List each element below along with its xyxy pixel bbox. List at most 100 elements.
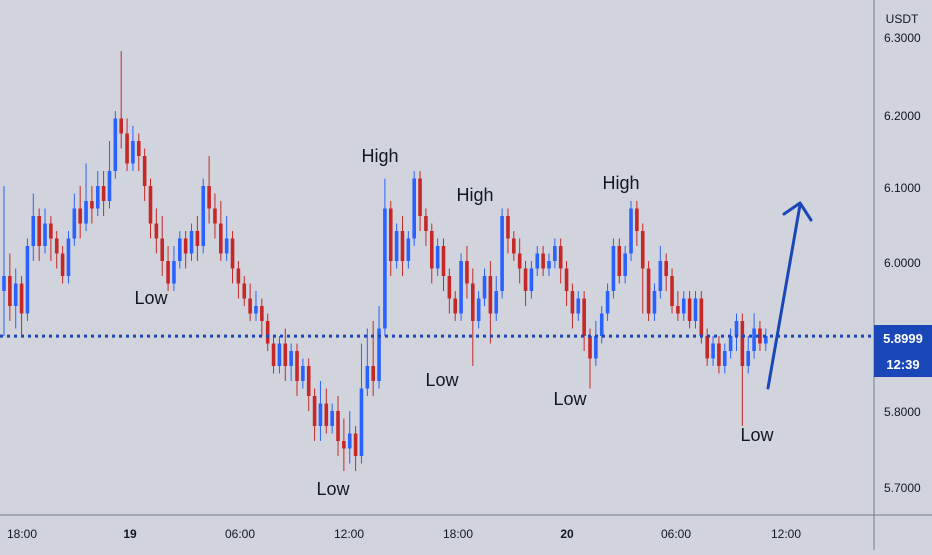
- candle-body: [154, 223, 159, 239]
- candle-body: [142, 156, 147, 186]
- candle-up: [658, 246, 663, 299]
- candle-up: [84, 163, 88, 231]
- time-axis[interactable]: 18:00 19 06:00 12:00 18:00 20 06:00 12:0…: [7, 527, 801, 541]
- candle-body: [529, 268, 534, 291]
- candle-body: [676, 306, 680, 314]
- candle-body: [324, 403, 329, 426]
- candle-down: [19, 276, 24, 336]
- current-price-value: 5.8999: [883, 331, 923, 346]
- candle-down: [512, 231, 516, 261]
- annotation-low-2: Low: [425, 370, 459, 390]
- time-tick-label: 06:00: [661, 527, 691, 541]
- time-tick-label: 12:00: [334, 527, 364, 541]
- price-axis[interactable]: 6.3000 6.2000 6.1000 6.0000 5.8000 5.700…: [884, 31, 921, 495]
- candle-body: [471, 283, 475, 321]
- candle-body: [722, 351, 727, 366]
- candle-body: [60, 253, 65, 276]
- candle-up: [301, 358, 305, 389]
- annotation-high-2: High: [456, 185, 493, 205]
- candle-up: [764, 328, 768, 351]
- candle-up: [201, 178, 206, 254]
- candle-body: [711, 343, 715, 359]
- candles-layer: [2, 51, 768, 471]
- candle-up: [547, 253, 551, 276]
- candle-down: [195, 216, 200, 261]
- candle-down: [506, 208, 510, 254]
- candle-body: [500, 216, 504, 291]
- candle-body: [260, 306, 264, 321]
- candle-body: [629, 208, 633, 254]
- candle-body: [353, 433, 358, 456]
- candle-down: [37, 208, 41, 261]
- candle-body: [49, 223, 53, 239]
- candle-down: [142, 148, 147, 201]
- candle-body: [2, 276, 6, 291]
- candle-down: [148, 178, 153, 239]
- candle-body: [617, 246, 622, 276]
- candle-body: [740, 321, 745, 366]
- candle-down: [60, 246, 65, 284]
- annotation-low-3: Low: [316, 479, 350, 499]
- candle-up: [189, 223, 194, 261]
- candle-down: [324, 388, 329, 434]
- price-tick-label: 6.3000: [884, 31, 921, 45]
- candle-down: [670, 268, 674, 314]
- candle-body: [553, 246, 557, 261]
- candle-body: [383, 208, 387, 329]
- candle-body: [72, 208, 77, 239]
- candle-down: [260, 298, 264, 336]
- candle-body: [43, 223, 47, 246]
- candle-down: [617, 238, 622, 284]
- candle-down: [136, 133, 141, 171]
- candle-down: [371, 321, 375, 396]
- candle-down: [207, 156, 211, 224]
- candle-body: [406, 238, 411, 261]
- candle-down: [271, 336, 276, 374]
- candle-body: [178, 238, 182, 261]
- candle-down: [101, 171, 106, 216]
- candle-body: [84, 201, 88, 224]
- time-tick-label: 18:00: [443, 527, 473, 541]
- candle-down: [125, 118, 129, 171]
- annotation-high-3: High: [602, 173, 639, 193]
- candle-body: [623, 253, 627, 276]
- price-tick-label: 5.8000: [884, 405, 921, 419]
- candle-up: [482, 268, 487, 306]
- candle-down: [717, 336, 721, 374]
- price-tick-label: 6.1000: [884, 181, 921, 195]
- candle-up: [594, 321, 598, 366]
- candle-up: [412, 171, 416, 246]
- candle-body: [236, 268, 241, 284]
- candle-body: [635, 208, 639, 231]
- candle-down: [49, 216, 53, 261]
- candle-body: [535, 253, 540, 269]
- candle-down: [160, 216, 165, 276]
- candle-body: [31, 216, 36, 246]
- bar-countdown: 12:39: [886, 357, 919, 372]
- trend-arrow[interactable]: [766, 201, 813, 390]
- candle-down: [400, 216, 405, 276]
- candle-body: [670, 276, 674, 306]
- candle-body: [347, 433, 352, 449]
- candle-up: [383, 178, 387, 336]
- candle-up: [43, 208, 47, 254]
- candle-up: [25, 238, 30, 321]
- candle-up: [13, 268, 18, 329]
- candle-down: [523, 261, 528, 306]
- candle-down: [342, 418, 346, 471]
- candle-body: [582, 298, 586, 336]
- current-price-badge: 5.8999 12:39: [874, 325, 932, 377]
- candle-up: [318, 381, 323, 441]
- candle-up: [734, 313, 739, 351]
- candle-body: [119, 118, 123, 134]
- candle-down: [236, 261, 241, 299]
- candle-up: [131, 126, 135, 171]
- candle-down: [740, 313, 745, 426]
- candle-up: [359, 343, 364, 464]
- candle-down: [646, 261, 651, 321]
- candle-body: [558, 246, 563, 269]
- candle-up: [476, 291, 481, 329]
- candle-body: [488, 276, 493, 314]
- candle-up: [611, 238, 616, 299]
